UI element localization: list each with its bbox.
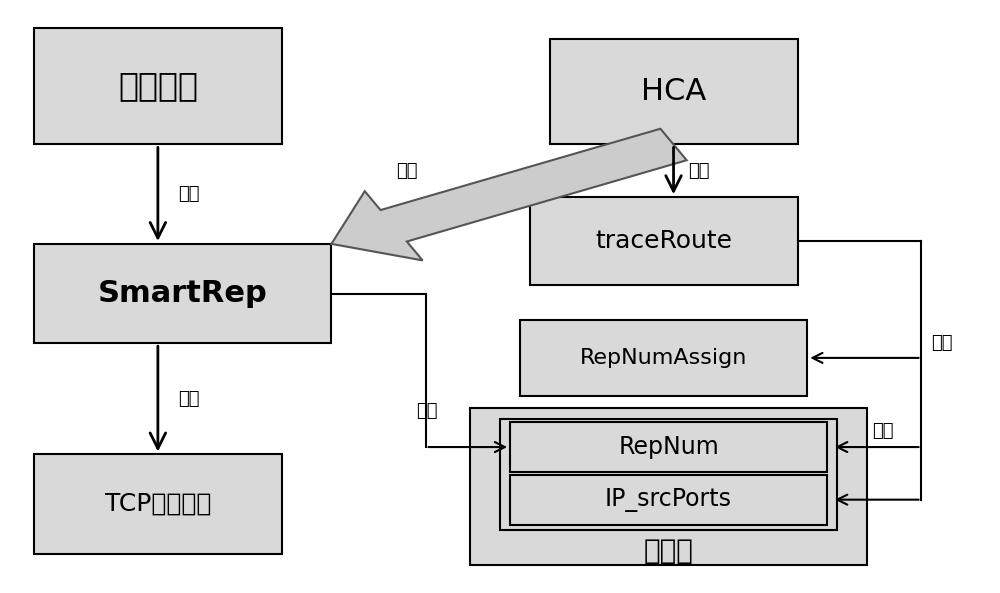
- Bar: [470, 407, 867, 566]
- Text: 调用: 调用: [396, 162, 417, 180]
- Text: 调用: 调用: [178, 390, 199, 408]
- Text: RepNum: RepNum: [618, 435, 719, 459]
- Text: 调用: 调用: [688, 162, 710, 180]
- Text: SmartRep: SmartRep: [98, 279, 268, 308]
- Text: 访问: 访问: [931, 334, 953, 352]
- Text: 访问: 访问: [872, 422, 893, 440]
- Bar: [34, 27, 282, 145]
- Text: RepNumAssign: RepNumAssign: [580, 348, 747, 368]
- Bar: [550, 39, 798, 145]
- Text: 数据库: 数据库: [644, 537, 694, 565]
- Text: 调用: 调用: [178, 185, 199, 203]
- Text: 访问: 访问: [416, 401, 437, 419]
- Text: traceRoute: traceRoute: [595, 229, 732, 253]
- Text: HCA: HCA: [641, 77, 706, 106]
- Bar: [510, 422, 827, 472]
- Text: 应用程序: 应用程序: [118, 69, 198, 103]
- Bar: [34, 454, 282, 554]
- Text: TCP套接字层: TCP套接字层: [105, 492, 211, 516]
- Polygon shape: [331, 129, 687, 260]
- Bar: [520, 320, 807, 396]
- Text: IP_srcPorts: IP_srcPorts: [605, 487, 732, 512]
- Bar: [510, 475, 827, 525]
- Bar: [530, 197, 798, 285]
- Bar: [34, 244, 331, 343]
- Bar: [500, 419, 837, 530]
